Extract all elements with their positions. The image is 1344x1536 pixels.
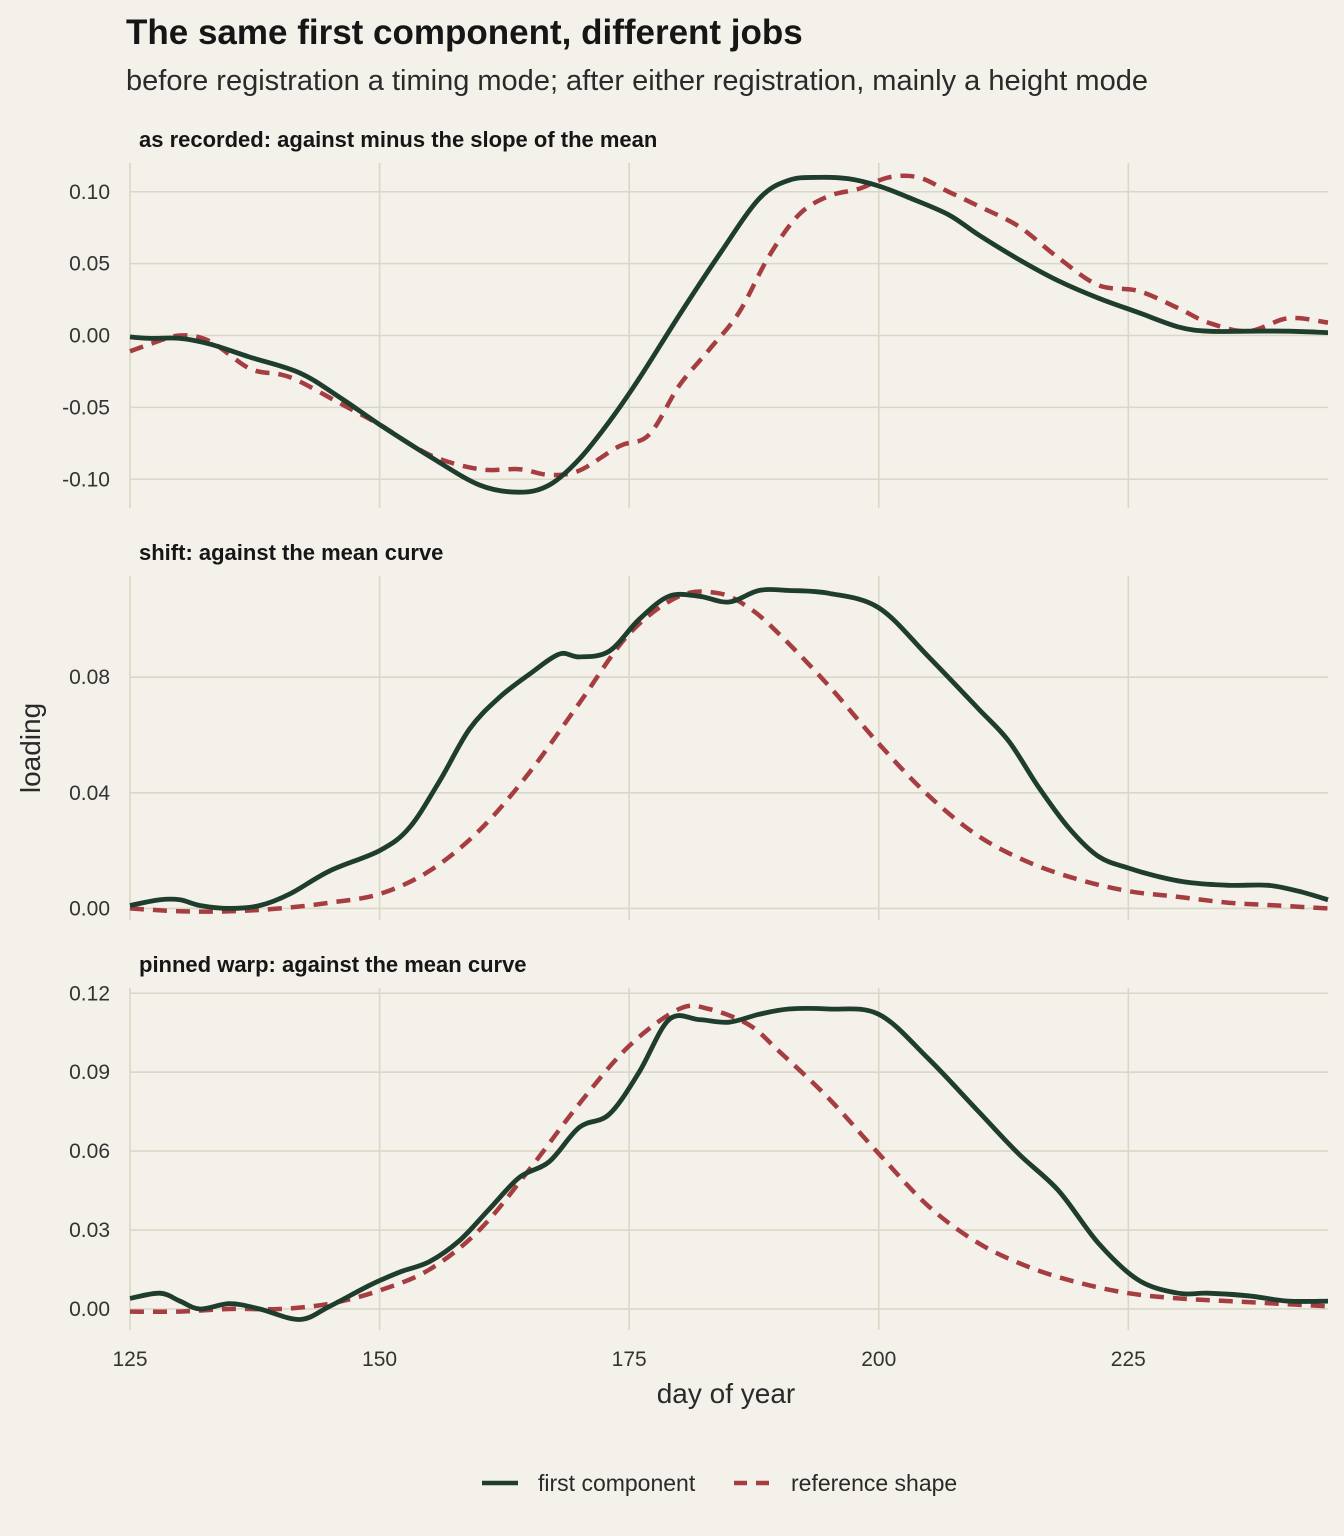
panel-1-strip-label: as recorded: against minus the slope of … <box>139 127 657 152</box>
panel-1-y-tick-label: -0.05 <box>62 396 110 419</box>
panel-3-y-tick-label: 0.12 <box>69 982 110 1005</box>
chart-subtitle: before registration a timing mode; after… <box>126 65 1148 97</box>
panel-3-first-component-line <box>129 1006 1329 1322</box>
legend-label-reference-shape: reference shape <box>791 1470 957 1496</box>
x-tick-label: 200 <box>861 1348 896 1371</box>
panel-2-y-tick-label: 0.00 <box>69 897 110 920</box>
panel-3-strip-label: pinned warp: against the mean curve <box>139 952 527 977</box>
panel-3-y-tick-label: 0.00 <box>69 1298 110 1321</box>
panel-1-y-tick-label: 0.05 <box>69 253 110 276</box>
panel-2: shift: against the mean curve 0.00 0.04 0.0… <box>69 540 1329 920</box>
panel-3-y-tick-label: 0.06 <box>69 1140 110 1163</box>
panel-1-first-component-line <box>129 174 1329 495</box>
panel-2-first-component-line <box>129 587 1329 911</box>
panel-1: as recorded: against minus the slope of … <box>62 127 1329 508</box>
y-axis-title: loading <box>15 703 46 793</box>
panel-3-y-tick-label: 0.03 <box>69 1219 110 1242</box>
x-tick-label: 225 <box>1111 1348 1146 1371</box>
panel-2-y-tick-label: 0.08 <box>69 666 110 689</box>
panel-2-reference-shape-line <box>129 589 1329 914</box>
panels: as recorded: against minus the slope of … <box>62 127 1329 1371</box>
panel-1-y-tick-label: 0.00 <box>69 325 110 348</box>
x-tick-label: 125 <box>112 1348 147 1371</box>
chart-title: The same first component, different jobs <box>126 13 803 52</box>
panel-1-y-tick-label: 0.10 <box>69 181 110 204</box>
legend-label-first-component: first component <box>538 1470 696 1496</box>
panel-1-reference-shape-line <box>129 173 1329 478</box>
panel-2-strip-label: shift: against the mean curve <box>139 540 443 565</box>
legend: first component reference shape <box>482 1470 957 1496</box>
panel-3: pinned warp: against the mean curve 0.00 0… <box>69 952 1329 1330</box>
x-axis-title: day of year <box>657 1378 796 1409</box>
panel-3-reference-shape-line <box>129 1003 1329 1315</box>
x-tick-label: 175 <box>612 1348 647 1371</box>
panel-2-y-tick-label: 0.04 <box>69 782 110 805</box>
panel-1-y-tick-label: -0.10 <box>62 468 110 491</box>
x-tick-label: 150 <box>362 1348 397 1371</box>
panel-3-y-tick-label: 0.09 <box>69 1061 110 1084</box>
